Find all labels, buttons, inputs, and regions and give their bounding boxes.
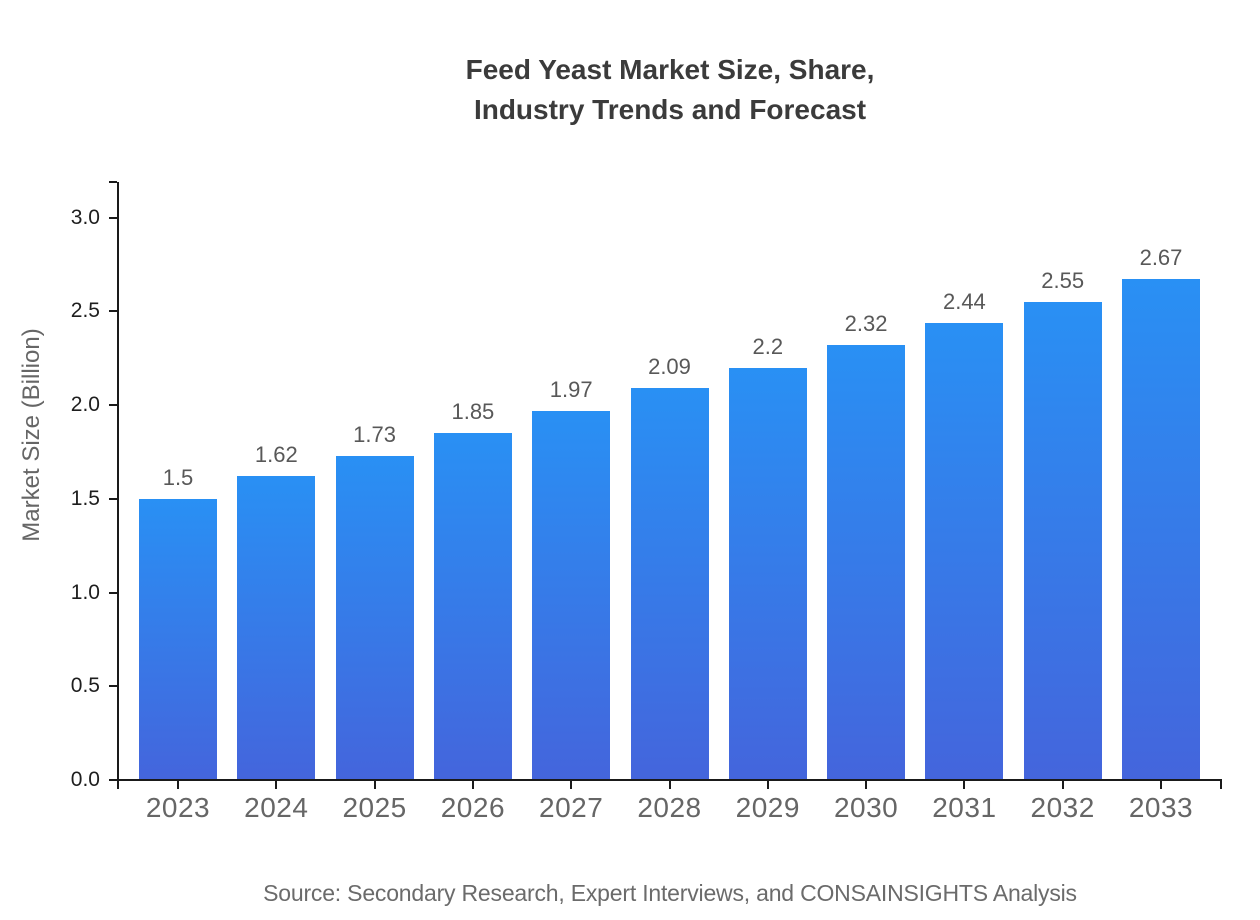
y-tick-label: 2.0: [70, 393, 100, 416]
x-tick-label: 2032: [1030, 792, 1095, 823]
bar-value-label: 1.62: [254, 442, 298, 468]
x-tick: [373, 781, 376, 789]
x-tick-label: 2025: [342, 792, 407, 823]
y-tick: [109, 591, 117, 594]
y-tick: [109, 404, 117, 406]
bar-value-label: 1.73: [353, 421, 396, 447]
bar: [827, 345, 906, 780]
bar-value-label: 1.85: [451, 399, 495, 425]
x-tick-label: 2033: [1128, 792, 1194, 823]
x-tick: [471, 781, 474, 789]
x-tick-label: 2023: [145, 792, 211, 823]
y-tick-label: 2.5: [70, 299, 100, 323]
x-tick: [1160, 781, 1162, 789]
x-tick-label: 2031: [932, 792, 997, 823]
x-tick-label: 2028: [637, 792, 702, 823]
x-axis-line: [117, 779, 1222, 781]
x-tick: [668, 781, 671, 789]
bar-value-label: 2.09: [648, 354, 691, 380]
x-tick: [570, 781, 573, 789]
bar-value-label: 2.55: [1041, 267, 1085, 293]
chart-title-line-1: Feed Yeast Market Size, Share,: [465, 54, 875, 85]
x-tick: [766, 781, 769, 789]
x-tick: [865, 781, 868, 789]
bar-value-label: 2.67: [1139, 245, 1183, 271]
bar-value-label: 2.44: [942, 288, 986, 314]
bar: [237, 476, 316, 780]
y-tick: [109, 310, 117, 313]
bar-value-label: 1.97: [549, 376, 593, 402]
y-tick-label: 1.0: [70, 580, 100, 604]
x-tick: [963, 781, 966, 789]
x-tick-label: 2030: [833, 792, 899, 823]
x-tick-label: 2027: [539, 792, 604, 823]
y-tick: [109, 216, 117, 219]
bar: [139, 498, 217, 780]
x-tick: [177, 781, 179, 789]
y-tick: [109, 685, 117, 688]
bar-value-label: 2.2: [752, 333, 784, 359]
bar-value-label: 1.5: [162, 464, 194, 490]
x-axis-end-cap: [1220, 781, 1222, 789]
y-axis-line: [117, 182, 119, 789]
y-tick: [109, 497, 117, 500]
x-tick: [275, 781, 278, 789]
y-tick: [109, 779, 117, 781]
x-tick-label: 2024: [244, 792, 309, 823]
x-tick-label: 2026: [440, 792, 506, 823]
y-tick-label: 1.5: [70, 486, 100, 510]
source-note: Source: Secondary Research, Expert Inter…: [263, 880, 1077, 906]
y-axis-top-cap: [109, 181, 117, 183]
bar: [1122, 279, 1200, 780]
bar: [335, 455, 414, 780]
x-tick-label: 2029: [735, 792, 800, 823]
x-tick: [1061, 781, 1064, 789]
y-tick-label: 0.5: [70, 674, 100, 698]
bar: [925, 322, 1004, 780]
bar: [728, 367, 807, 780]
y-tick-label: 3.0: [70, 205, 100, 229]
y-tick-label: 0.0: [70, 768, 100, 791]
chart-title-line-2: Industry Trends and Forecast: [473, 94, 867, 125]
chart-title: Feed Yeast Market Size, Share, Industry …: [118, 50, 1222, 130]
bar: [433, 433, 512, 780]
bar: [630, 388, 709, 780]
bar-value-label: 2.32: [844, 311, 888, 336]
bar: [1023, 301, 1102, 780]
bar: [532, 410, 611, 780]
